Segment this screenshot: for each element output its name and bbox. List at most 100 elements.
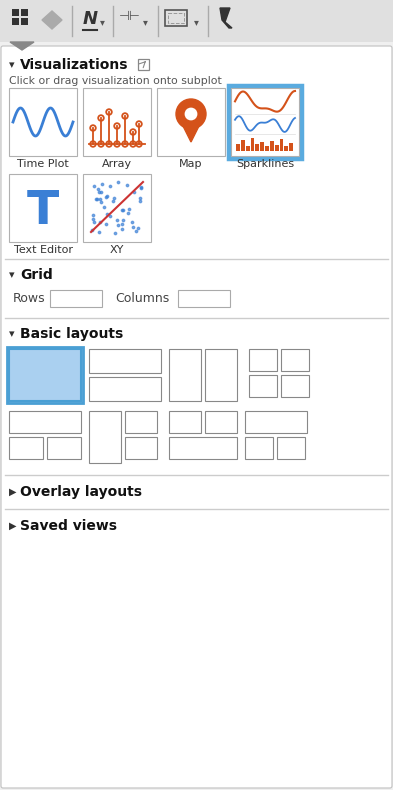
FancyBboxPatch shape — [50, 290, 102, 307]
Text: ▾: ▾ — [143, 17, 147, 27]
Bar — [9, 349, 81, 401]
FancyBboxPatch shape — [157, 88, 225, 156]
Text: ▾: ▾ — [9, 60, 15, 70]
Point — [137, 192, 143, 205]
Bar — [125, 411, 157, 433]
Bar — [245, 437, 273, 459]
Bar — [284, 146, 288, 151]
Circle shape — [185, 108, 197, 120]
Point — [96, 186, 102, 198]
Point — [111, 192, 117, 205]
FancyBboxPatch shape — [9, 174, 77, 242]
Point — [97, 193, 104, 205]
Bar — [205, 349, 237, 401]
Bar — [281, 349, 309, 371]
Point — [98, 186, 105, 198]
FancyBboxPatch shape — [178, 290, 230, 307]
Bar — [12, 9, 19, 16]
Bar — [21, 18, 28, 25]
Point — [119, 213, 126, 226]
Point — [138, 182, 144, 194]
Point — [97, 196, 104, 209]
Point — [99, 178, 105, 190]
Bar — [250, 138, 254, 151]
Point — [119, 222, 125, 235]
Point — [137, 194, 143, 207]
Bar — [125, 437, 157, 459]
FancyBboxPatch shape — [228, 85, 302, 159]
Point — [89, 224, 95, 236]
Polygon shape — [10, 42, 34, 50]
Text: Time Plot: Time Plot — [17, 159, 69, 169]
Bar — [275, 145, 279, 151]
Text: ▾: ▾ — [194, 17, 198, 27]
Bar — [89, 349, 161, 373]
Point — [101, 200, 108, 213]
Point — [126, 203, 132, 216]
Point — [90, 213, 97, 225]
Point — [110, 194, 117, 207]
Text: Array: Array — [102, 159, 132, 169]
Bar — [169, 437, 237, 459]
Point — [115, 176, 121, 189]
Polygon shape — [42, 11, 62, 29]
Point — [107, 210, 114, 223]
Bar — [0, 0, 393, 42]
Point — [133, 224, 139, 237]
Text: ▶: ▶ — [9, 521, 17, 531]
Text: XY: XY — [110, 245, 124, 255]
Point — [103, 217, 109, 230]
Point — [114, 213, 120, 226]
Bar — [270, 141, 274, 151]
Bar — [279, 139, 283, 151]
Bar — [241, 140, 245, 151]
Bar — [265, 146, 269, 151]
Point — [135, 222, 141, 235]
Text: ▾: ▾ — [9, 329, 15, 339]
Point — [123, 179, 130, 192]
Bar — [47, 437, 81, 459]
Point — [97, 216, 103, 228]
Text: Text Editor: Text Editor — [13, 245, 72, 255]
Bar — [277, 437, 305, 459]
Point — [90, 209, 96, 221]
Text: ▶: ▶ — [9, 487, 17, 497]
Bar — [249, 349, 277, 371]
Bar — [169, 411, 201, 433]
Text: T: T — [27, 189, 59, 234]
Bar — [89, 411, 121, 463]
Text: Sparklines: Sparklines — [236, 159, 294, 169]
Text: Rows: Rows — [13, 292, 46, 306]
Bar — [236, 144, 240, 151]
Bar — [255, 144, 259, 151]
Polygon shape — [220, 8, 232, 28]
Point — [120, 204, 126, 216]
Point — [104, 190, 110, 202]
Point — [107, 179, 113, 192]
FancyBboxPatch shape — [9, 88, 77, 156]
Text: ▾: ▾ — [99, 17, 105, 27]
Text: ▾: ▾ — [9, 270, 15, 280]
Bar — [249, 375, 277, 397]
Bar — [21, 9, 28, 16]
Point — [138, 180, 145, 193]
Text: N: N — [83, 10, 97, 28]
Point — [125, 207, 131, 220]
Bar — [260, 142, 264, 151]
Bar — [12, 18, 19, 25]
FancyBboxPatch shape — [1, 46, 392, 788]
Text: ⊣⊢: ⊣⊢ — [119, 9, 141, 22]
Point — [95, 183, 101, 196]
Point — [91, 216, 97, 228]
Point — [129, 216, 135, 228]
Point — [131, 186, 138, 198]
Bar — [205, 411, 237, 433]
Bar — [245, 411, 307, 433]
Bar — [9, 437, 43, 459]
Text: Click or drag visualization onto subplot: Click or drag visualization onto subplot — [9, 76, 222, 86]
FancyBboxPatch shape — [83, 174, 151, 242]
Point — [91, 179, 97, 192]
FancyBboxPatch shape — [83, 88, 151, 156]
Text: Basic layouts: Basic layouts — [20, 327, 123, 341]
Circle shape — [176, 99, 206, 129]
